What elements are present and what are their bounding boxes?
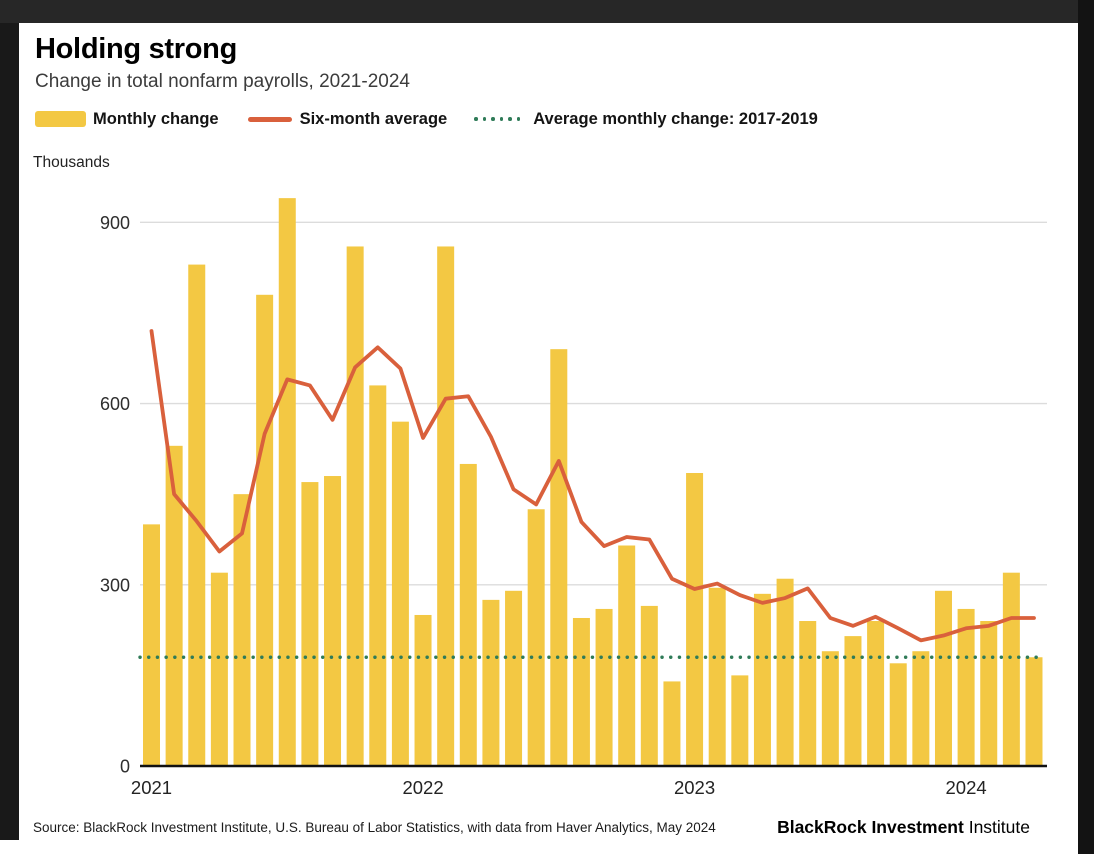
bar-Apr 2022 xyxy=(482,599,500,766)
bar-Mar 2023 xyxy=(731,675,749,766)
bar-Jun 2022 xyxy=(527,509,545,766)
bar-Jan 2022 xyxy=(414,614,432,766)
legend-swatch-six-month-average xyxy=(247,116,292,122)
bar-Jun 2021 xyxy=(256,294,274,766)
brand-investment: Investment xyxy=(871,817,964,837)
y-tick-label-0: 0 xyxy=(120,757,130,777)
bar-Feb 2022 xyxy=(437,246,455,766)
bar-Jan 2023 xyxy=(686,473,704,766)
bar-Nov 2022 xyxy=(640,605,658,766)
bar-Jan 2021 xyxy=(143,524,160,766)
y-tick-label-600: 600 xyxy=(100,394,130,414)
bar-Sep 2021 xyxy=(324,476,342,766)
bar-Oct 2021 xyxy=(346,246,364,766)
bar-Mar 2024 xyxy=(1002,572,1020,766)
bar-Sep 2022 xyxy=(595,608,613,766)
x-tick-label-2022: 2022 xyxy=(402,777,443,798)
bar-May 2021 xyxy=(233,494,251,766)
x-tick-label-2024: 2024 xyxy=(946,777,987,798)
legend: Monthly change Six-month average Average… xyxy=(35,106,818,132)
legend-label-monthly-change: Monthly change xyxy=(93,109,219,128)
bar-Apr 2021 xyxy=(210,572,228,766)
bar-Sep 2023 xyxy=(867,621,885,766)
bar-Aug 2023 xyxy=(844,636,862,766)
y-tick-label-300: 300 xyxy=(100,575,130,595)
bar-Jan 2024 xyxy=(957,608,975,766)
bar-Nov 2023 xyxy=(912,651,930,766)
bar-Dec 2023 xyxy=(934,590,952,766)
bar-Apr 2023 xyxy=(753,593,771,766)
brand-blackrock: BlackRock xyxy=(777,817,867,837)
six-month-average-line xyxy=(149,329,1036,643)
chart-card: Holding strong Change in total nonfarm p… xyxy=(19,23,1078,840)
legend-label-reference: Average monthly change: 2017-2019 xyxy=(533,109,818,128)
bar-Jun 2023 xyxy=(799,621,817,766)
y-axis-unit-label: Thousands xyxy=(33,154,110,171)
legend-swatch-monthly-change xyxy=(35,111,86,127)
bar-May 2023 xyxy=(776,578,794,766)
footer-source: Source: BlackRock Investment Institute, … xyxy=(33,820,716,835)
chart-subtitle: Change in total nonfarm payrolls, 2021-2… xyxy=(35,71,410,92)
x-tick-label-2021: 2021 xyxy=(131,777,172,798)
bar-Dec 2021 xyxy=(391,421,409,766)
bar-Dec 2022 xyxy=(663,681,681,766)
chart-title: Holding strong xyxy=(35,33,237,65)
bar-Mar 2022 xyxy=(459,463,477,766)
bottom-strip xyxy=(0,840,1078,854)
x-tick-label-2023: 2023 xyxy=(674,777,715,798)
bar-Aug 2022 xyxy=(572,617,590,766)
bar-Feb 2021 xyxy=(165,445,183,766)
bar-Aug 2021 xyxy=(301,482,319,766)
bar-May 2022 xyxy=(505,590,523,766)
bar-Feb 2024 xyxy=(980,621,998,766)
bar-Apr 2024 xyxy=(1025,657,1043,766)
brand-institute: Institute xyxy=(968,817,1030,837)
bar-Mar 2021 xyxy=(188,264,206,766)
bar-Jul 2021 xyxy=(278,198,296,766)
y-tick-label-900: 900 xyxy=(100,213,130,233)
bar-Nov 2021 xyxy=(369,385,387,766)
window-top-bar xyxy=(0,0,1094,23)
bar-Feb 2023 xyxy=(708,587,726,766)
legend-label-six-month-average: Six-month average xyxy=(299,109,448,128)
bar-Jul 2022 xyxy=(550,349,568,766)
bar-Oct 2023 xyxy=(889,663,907,766)
brand: BlackRock Investment Institute xyxy=(777,817,1030,838)
legend-swatch-reference-dots xyxy=(474,117,525,121)
bar-Jul 2023 xyxy=(821,651,839,766)
window-right-bar xyxy=(1078,0,1094,854)
